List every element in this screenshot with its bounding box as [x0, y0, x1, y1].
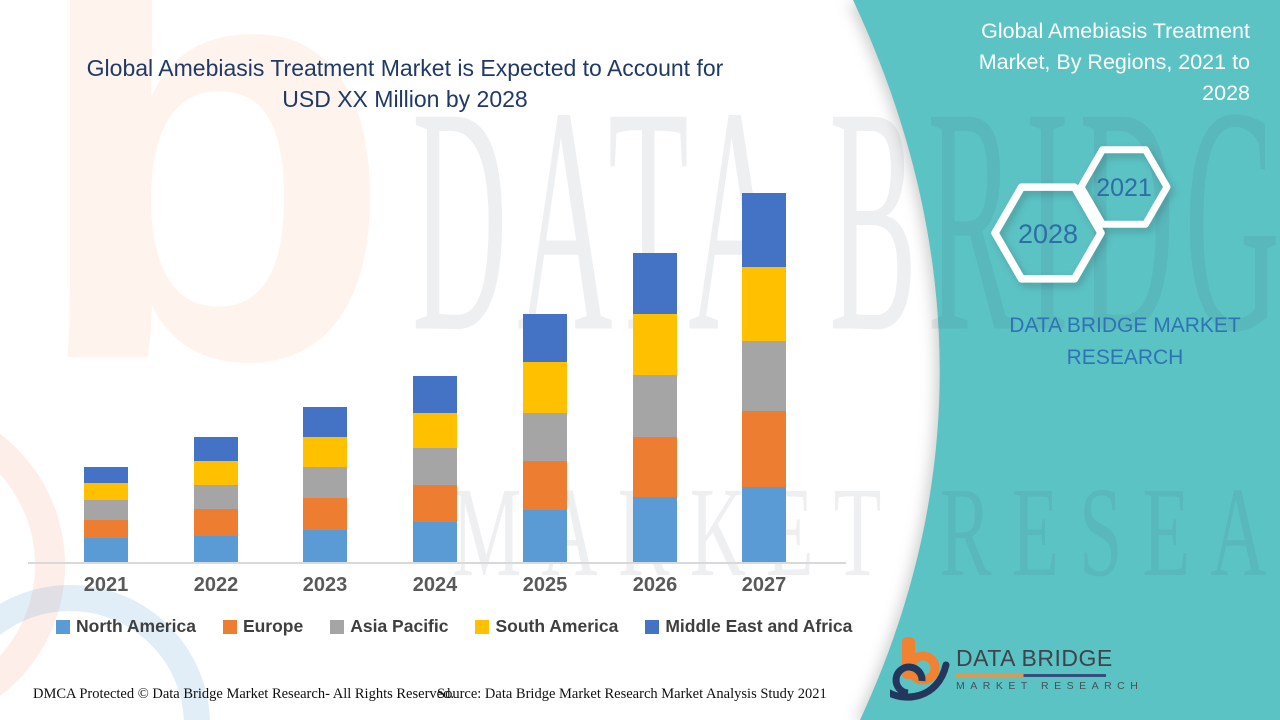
bar-segment-2026-south-america: [633, 314, 677, 375]
brand-text: DATA BRIDGE MARKET RESEARCH: [1000, 310, 1250, 374]
source-note: Source: Data Bridge Market Research Mark…: [437, 686, 827, 702]
bar-segment-2026-north-america: [633, 497, 677, 562]
legend-item-middle-east-and-africa: Middle East and Africa: [645, 616, 852, 637]
bar-segment-2024-south-america: [413, 413, 457, 448]
hexagon-year-2021: 2021: [1096, 174, 1152, 202]
bar-segment-2022-asia-pacific: [194, 485, 238, 509]
bar-segment-2021-north-america: [84, 538, 128, 562]
dmca-notice: DMCA Protected © Data Bridge Market Rese…: [33, 686, 454, 702]
bar-segment-2022-south-america: [194, 461, 238, 485]
legend-swatch-south-america: [475, 619, 490, 634]
x-axis-label-2021: 2021: [83, 574, 129, 596]
side-panel-title: Global Amebiasis Treatment Market, By Re…: [915, 16, 1250, 109]
bar-2024: [413, 376, 457, 562]
data-bridge-logo: DATA BRIDGE MARKET RESEARCH: [882, 635, 1144, 701]
bar-segment-2022-north-america: [194, 536, 238, 562]
bar-2025: [523, 314, 567, 562]
bar-2026: [633, 253, 677, 562]
brand-text-line1: DATA BRIDGE MARKET: [1009, 314, 1241, 337]
bar-segment-2022-europe: [194, 509, 238, 536]
legend-swatch-asia-pacific: [330, 619, 345, 634]
bar-segment-2027-north-america: [742, 487, 786, 562]
legend-item-north-america: North America: [56, 616, 196, 637]
chart-title: Global Amebiasis Treatment Market is Exp…: [35, 53, 775, 115]
data-bridge-logo-icon: [882, 635, 952, 701]
chart-title-line2: USD XX Million by 2028: [282, 86, 528, 112]
legend-label-europe: Europe: [242, 616, 304, 636]
bar-segment-2027-middle-east-and-africa: [742, 193, 786, 267]
bar-2023: [303, 407, 347, 562]
bar-segment-2024-europe: [413, 485, 457, 522]
x-axis-label-2022: 2022: [193, 574, 239, 596]
legend-item-asia-pacific: Asia Pacific: [330, 616, 448, 637]
bar-segment-2026-asia-pacific: [633, 375, 677, 437]
x-axis-label-2025: 2025: [522, 574, 568, 596]
bar-segment-2021-asia-pacific: [84, 500, 128, 520]
bar-segment-2025-middle-east-and-africa: [523, 314, 567, 362]
legend-swatch-europe: [222, 619, 237, 634]
logo-name: DATA BRIDGE: [956, 644, 1113, 671]
legend-swatch-north-america: [56, 619, 70, 634]
bar-segment-2023-north-america: [303, 530, 347, 562]
x-axis-line: [28, 562, 846, 564]
bar-segment-2026-middle-east-and-africa: [633, 253, 677, 314]
chart-title-line1: Global Amebiasis Treatment Market is Exp…: [86, 55, 724, 81]
x-axis-label-2023: 2023: [302, 574, 348, 596]
bar-2021: [84, 467, 128, 562]
chart-legend: North America Europe Asia Pacific South Ame…: [56, 616, 852, 637]
legend-label-middle-east-and-africa: Middle East and Africa: [665, 616, 853, 636]
side-panel-title-line1: Global Amebiasis Treatment: [981, 19, 1250, 43]
bar-segment-2027-asia-pacific: [742, 341, 786, 411]
bar-segment-2023-asia-pacific: [303, 467, 347, 498]
side-panel-title-line3: 2028: [1202, 81, 1250, 105]
bar-2022: [194, 437, 238, 562]
bar-segment-2025-south-america: [523, 362, 567, 413]
bar-segment-2026-europe: [633, 437, 677, 497]
bar-segment-2027-europe: [742, 411, 786, 487]
bar-segment-2023-middle-east-and-africa: [303, 407, 347, 437]
bar-segment-2027-south-america: [742, 267, 786, 341]
logo-divider: [956, 673, 1106, 677]
bar-segment-2023-south-america: [303, 437, 347, 467]
legend-label-asia-pacific: Asia Pacific: [350, 616, 449, 636]
legend-swatch-middle-east-and-africa: [645, 619, 660, 634]
bar-segment-2025-asia-pacific: [523, 413, 567, 461]
bar-segment-2025-north-america: [523, 510, 567, 562]
brand-text-line2: RESEARCH: [1066, 346, 1184, 369]
hexagon-year-2028: 2028: [1017, 219, 1079, 249]
bar-segment-2021-middle-east-and-africa: [84, 467, 128, 483]
bar-segment-2025-europe: [523, 461, 567, 510]
legend-item-south-america: South America: [475, 616, 618, 637]
logo-tagline: MARKET RESEARCH: [956, 679, 1144, 692]
legend-label-south-america: South America: [495, 616, 619, 636]
bar-segment-2021-south-america: [84, 483, 128, 500]
bar-2027: [742, 193, 786, 562]
side-panel-title-line2: Market, By Regions, 2021 to: [978, 50, 1250, 74]
legend-item-europe: Europe: [222, 616, 304, 637]
bar-segment-2024-north-america: [413, 522, 457, 562]
hexagon-2028-icon: [991, 183, 1105, 283]
x-axis-label-2027: 2027: [741, 574, 787, 596]
bar-segment-2022-middle-east-and-africa: [194, 437, 238, 461]
legend-label-north-america: North America: [76, 616, 196, 636]
hexagon-2021-icon: [1077, 146, 1171, 228]
bar-segment-2024-middle-east-and-africa: [413, 376, 457, 413]
bar-segment-2023-europe: [303, 498, 347, 530]
bar-segment-2024-asia-pacific: [413, 448, 457, 485]
x-axis-label-2026: 2026: [632, 574, 678, 596]
bar-segment-2021-europe: [84, 520, 128, 538]
x-axis-label-2024: 2024: [412, 574, 458, 596]
